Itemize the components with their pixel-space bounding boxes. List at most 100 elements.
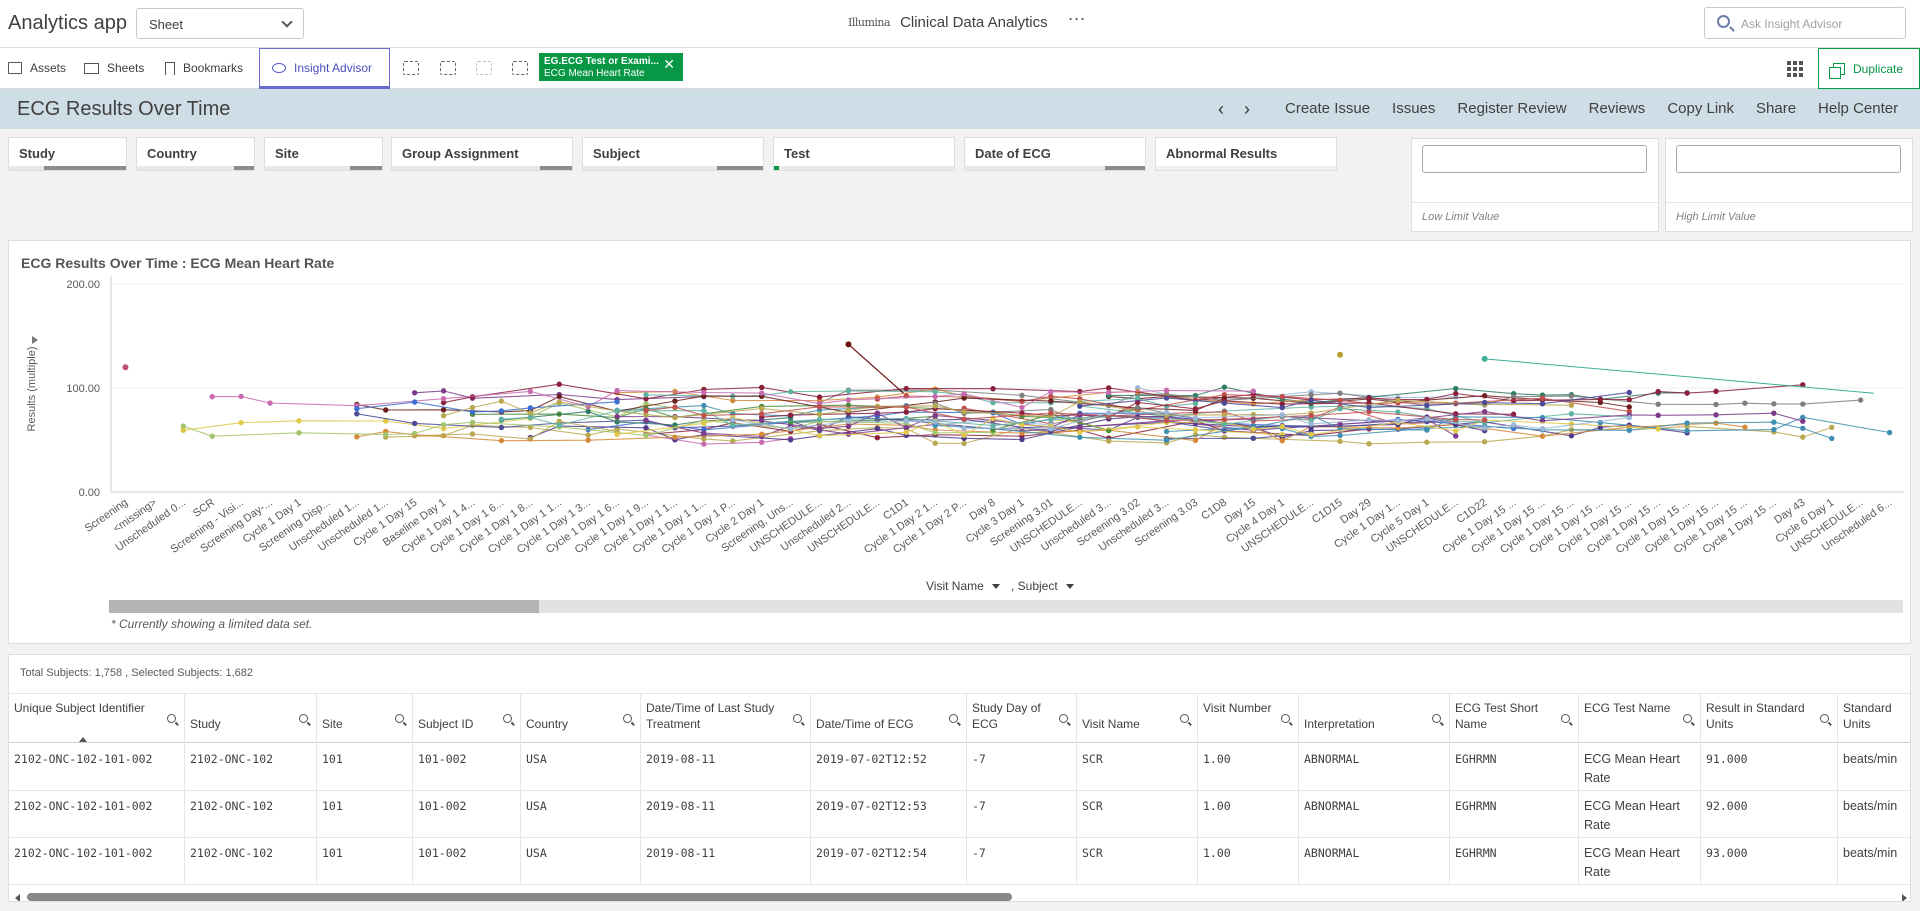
scroll-right-icon[interactable] (1902, 894, 1907, 901)
data-point[interactable] (845, 388, 852, 394)
data-point[interactable] (816, 416, 823, 423)
data-point[interactable] (1221, 416, 1228, 423)
data-point[interactable] (672, 398, 678, 404)
data-point[interactable] (758, 411, 765, 417)
data-point[interactable] (1510, 393, 1517, 400)
chart-scroll-thumb[interactable] (109, 600, 539, 613)
data-point[interactable] (643, 392, 649, 398)
data-point[interactable] (1453, 385, 1459, 392)
data-point[interactable] (758, 431, 765, 437)
data-point[interactable] (1337, 438, 1343, 444)
data-point[interactable] (1366, 404, 1372, 411)
table-cell[interactable]: USA (521, 744, 641, 791)
data-point[interactable] (556, 418, 562, 425)
data-point[interactable] (1308, 412, 1314, 419)
data-point[interactable] (932, 419, 938, 425)
table-cell[interactable]: 2102-ONC-102 (185, 744, 317, 791)
data-point[interactable] (961, 425, 967, 431)
data-point[interactable] (730, 438, 736, 444)
data-point[interactable] (614, 408, 620, 414)
search-icon[interactable] (1281, 714, 1290, 723)
data-point[interactable] (1366, 409, 1372, 415)
data-point[interactable] (845, 397, 852, 403)
data-point[interactable] (932, 389, 938, 395)
data-point[interactable] (903, 425, 909, 431)
table-cell[interactable]: SCR (1077, 838, 1198, 885)
data-point[interactable] (1395, 397, 1401, 404)
data-point[interactable] (614, 431, 620, 437)
series-line[interactable] (414, 390, 704, 401)
data-point[interactable] (1308, 392, 1314, 398)
data-point[interactable] (643, 425, 649, 431)
data-point[interactable] (1626, 404, 1632, 410)
data-point[interactable] (1279, 412, 1285, 418)
data-point[interactable] (296, 430, 302, 436)
reviews-link[interactable]: Reviews (1588, 100, 1646, 117)
data-point[interactable] (354, 406, 360, 412)
data-point[interactable] (701, 389, 707, 396)
data-point[interactable] (498, 408, 505, 414)
search-icon[interactable] (623, 714, 632, 723)
data-point[interactable] (1192, 437, 1199, 444)
data-point[interactable] (1106, 410, 1112, 416)
data-point[interactable] (1221, 384, 1228, 390)
data-point[interactable] (932, 430, 938, 436)
data-point[interactable] (1077, 403, 1083, 409)
column-header[interactable]: Site (317, 694, 413, 744)
table-cell[interactable]: 1.00 (1198, 791, 1299, 838)
clear-selections-icon[interactable] (512, 61, 528, 75)
data-point[interactable] (209, 433, 215, 439)
data-point[interactable] (411, 399, 418, 405)
data-point[interactable] (787, 412, 794, 418)
data-point[interactable] (1424, 402, 1430, 408)
data-point[interactable] (1655, 388, 1661, 395)
data-point[interactable] (932, 440, 938, 446)
create-issue-link[interactable]: Create Issue (1285, 100, 1371, 117)
table-cell[interactable]: ABNORMAL (1299, 744, 1450, 791)
table-cell[interactable]: 1.00 (1198, 744, 1299, 791)
data-point[interactable] (701, 430, 707, 436)
data-point[interactable] (1684, 420, 1690, 426)
data-point[interactable] (1134, 395, 1141, 402)
table-cell[interactable]: -7 (967, 791, 1077, 838)
table-cell[interactable]: ABNORMAL (1299, 838, 1450, 885)
data-point[interactable] (1481, 425, 1488, 431)
data-point[interactable] (585, 408, 591, 415)
data-point[interactable] (816, 404, 823, 410)
data-point[interactable] (1279, 404, 1285, 411)
data-point[interactable] (411, 430, 418, 437)
data-point[interactable] (1453, 416, 1459, 423)
data-point[interactable] (527, 424, 534, 431)
data-point[interactable] (498, 437, 505, 444)
search-icon[interactable] (1683, 714, 1692, 723)
data-point[interactable] (1221, 434, 1228, 440)
share-link[interactable]: Share (1756, 100, 1797, 117)
column-header[interactable]: Date/Time of Last Study Treatment (641, 694, 811, 744)
data-point[interactable] (469, 409, 476, 415)
data-point[interactable] (1626, 427, 1632, 434)
data-point[interactable] (816, 432, 823, 439)
data-point[interactable] (903, 385, 909, 392)
data-point[interactable] (1510, 422, 1517, 428)
data-point[interactable] (556, 399, 562, 405)
data-point[interactable] (961, 440, 967, 447)
table-cell[interactable]: 2019-08-11 (641, 744, 811, 791)
help-center-link[interactable]: Help Center (1818, 100, 1899, 117)
data-point[interactable] (1308, 421, 1314, 427)
data-point[interactable] (758, 384, 765, 391)
column-header[interactable]: Unique Subject Identifier (9, 694, 185, 744)
table-cell[interactable]: 91.000 (1701, 744, 1838, 791)
data-point[interactable] (469, 404, 476, 411)
table-cell[interactable]: ECG Mean Heart Rate (1579, 791, 1701, 838)
data-point[interactable] (1539, 395, 1546, 401)
filter-subject[interactable]: Subject (582, 137, 764, 171)
data-point[interactable] (1539, 433, 1546, 439)
data-point[interactable] (643, 407, 649, 414)
data-point[interactable] (1048, 388, 1054, 395)
data-point[interactable] (1366, 441, 1372, 447)
data-point[interactable] (1424, 396, 1430, 403)
table-cell[interactable]: 101 (317, 744, 413, 791)
data-point[interactable] (1048, 417, 1054, 423)
data-point[interactable] (874, 425, 881, 432)
data-point[interactable] (932, 403, 938, 409)
